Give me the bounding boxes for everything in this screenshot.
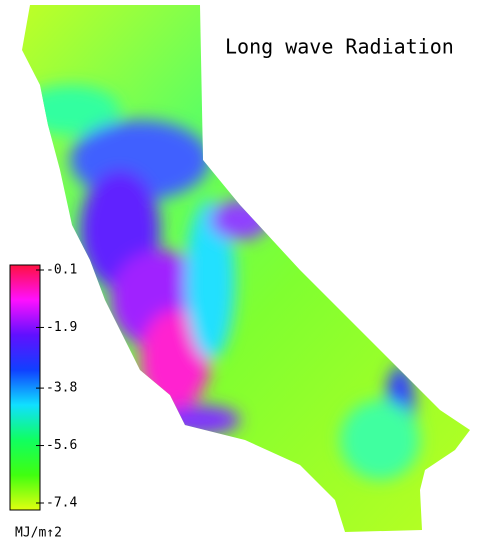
colorbar: -0.1 -1.9 -3.8 -5.6 -7.4 xyxy=(9,263,77,511)
colorbar-unit: MJ/m↑2 xyxy=(15,526,62,541)
colorbar-tick-label: -0.1 xyxy=(46,263,77,278)
colorbar-ramp xyxy=(9,264,41,511)
colorbar-tick-label: -1.9 xyxy=(46,320,77,335)
colorbar-tick-label: -7.4 xyxy=(46,496,77,511)
map-title: Long wave Radiation xyxy=(225,35,454,59)
colorbar-tick-label: -3.8 xyxy=(46,381,77,396)
colorbar-tick-label: -5.6 xyxy=(46,438,77,453)
